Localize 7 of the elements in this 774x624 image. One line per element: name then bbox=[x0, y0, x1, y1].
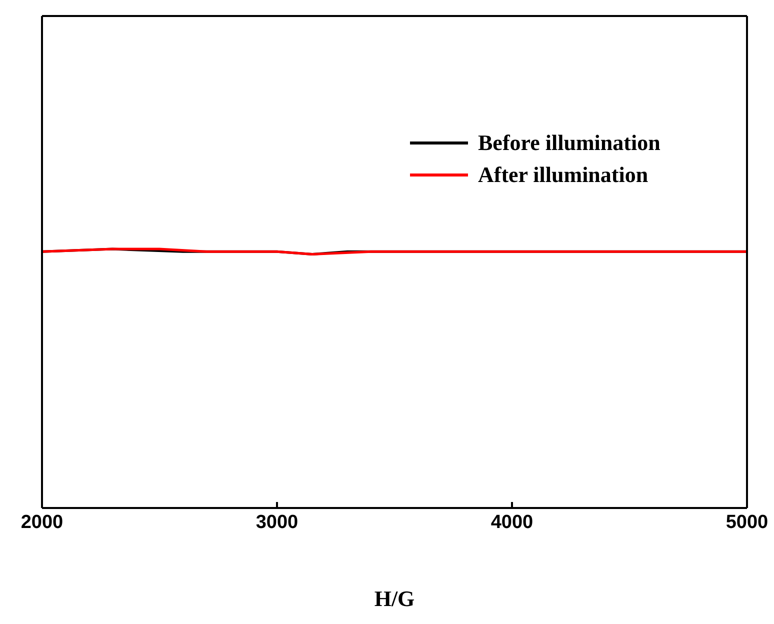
legend-label: After illumination bbox=[478, 162, 648, 188]
x-tick-label: 2000 bbox=[20, 512, 64, 533]
x-tick-label: 5000 bbox=[726, 512, 768, 533]
x-tick-label: 4000 bbox=[490, 512, 534, 533]
legend-label: Before illumination bbox=[478, 130, 660, 156]
x-axis-title: H/G bbox=[374, 586, 415, 611]
x-tick-label: 3000 bbox=[256, 512, 298, 533]
